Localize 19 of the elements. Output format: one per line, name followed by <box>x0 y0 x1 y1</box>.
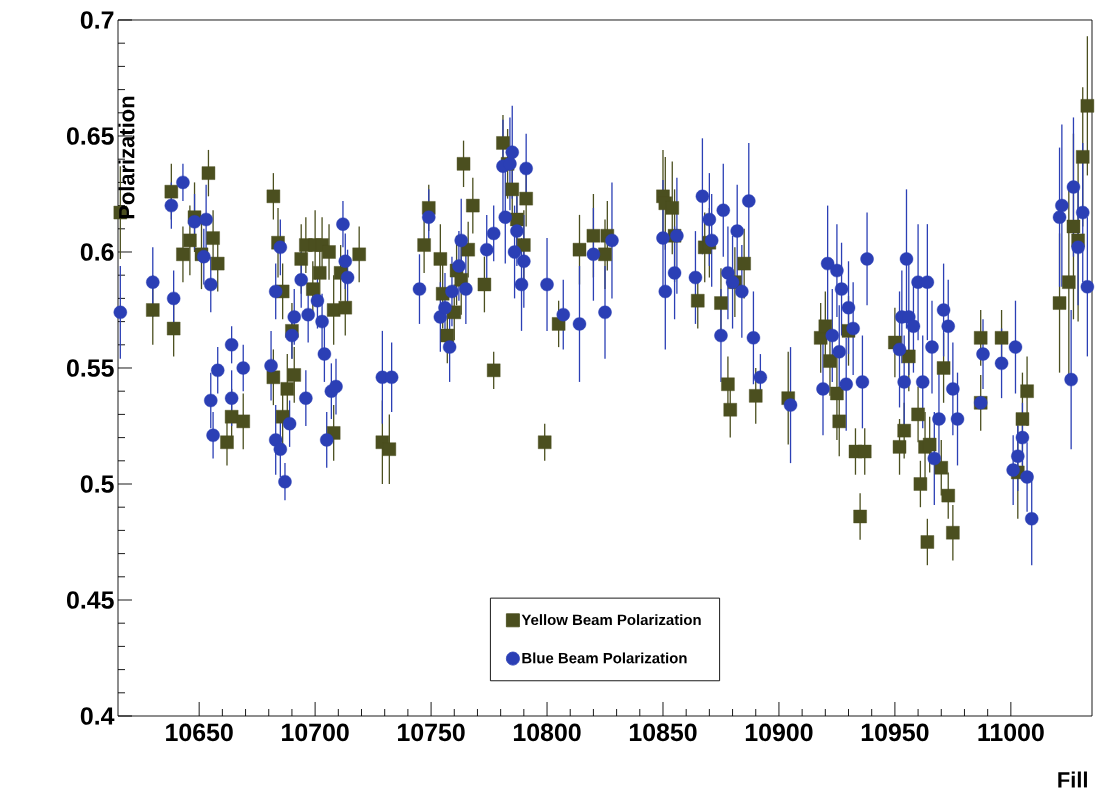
x-tick-label: 10850 <box>629 723 697 742</box>
y-tick-label: 0.5 <box>80 475 114 493</box>
x-tick-label: 10900 <box>745 723 813 742</box>
y-tick-label: 0.45 <box>66 591 114 609</box>
x-tick-label: 10700 <box>282 723 349 742</box>
x-tick-label: 10650 <box>166 723 233 742</box>
x-tick-label: 10800 <box>513 723 581 742</box>
y-tick-label: 0.7 <box>80 11 114 29</box>
y-tick-label: 0.55 <box>66 359 114 377</box>
x-tick-label: 10950 <box>861 723 929 742</box>
y-tick-label: 0.65 <box>66 127 114 145</box>
legend-label: Yellow Beam Polarization <box>521 614 701 626</box>
x-tick-label: 10750 <box>398 723 465 742</box>
y-tick-label: 0.4 <box>80 707 115 725</box>
x-tick-label: 11000 <box>978 723 1044 742</box>
y-axis-title: Polarization <box>118 96 135 219</box>
legend-label: Blue Beam Polarization <box>522 652 687 664</box>
x-axis-title: Fill <box>1058 771 1087 788</box>
y-tick-label: 0.6 <box>80 243 114 261</box>
